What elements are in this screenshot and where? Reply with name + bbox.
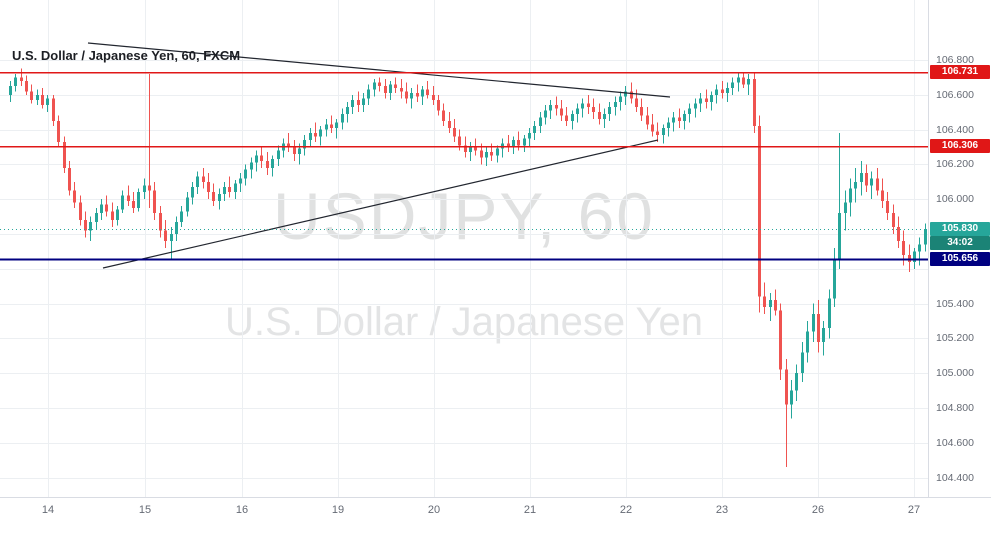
time-tick-label: 23 <box>715 504 729 516</box>
price-tick-label: 105.400 <box>936 297 974 310</box>
resistance-line-price-badge: 106.731 <box>930 65 990 80</box>
time-axis[interactable]: 14 15 16 19 20 21 22 23 26 27 <box>0 497 991 556</box>
price-tick-label: 104.600 <box>936 436 974 449</box>
time-tick-label: 19 <box>331 504 345 516</box>
bar-close-countdown-badge: 34:02 <box>930 235 990 250</box>
time-tick-label: 21 <box>523 504 537 516</box>
price-tick-label: 105.200 <box>936 332 974 345</box>
time-tick-label: 22 <box>619 504 633 516</box>
time-tick-label: 27 <box>907 504 921 516</box>
price-tick-label: 104.400 <box>936 471 974 484</box>
price-tick-label: 106.200 <box>936 158 974 171</box>
price-tick-label: 106.400 <box>936 123 974 136</box>
price-tick-label: 104.800 <box>936 401 974 414</box>
chart-legend-title: U.S. Dollar / Japanese Yen, 60, FXCM <box>12 48 241 63</box>
time-tick-label: 26 <box>811 504 825 516</box>
price-tick-label: 106.000 <box>936 193 974 206</box>
price-chart-pane[interactable]: USDJPY, 60 U.S. Dollar / Japanese Yen U.… <box>0 0 928 497</box>
support-line-price-badge: 106.306 <box>930 138 990 153</box>
price-tick-label: 105.000 <box>936 367 974 380</box>
time-tick-label: 14 <box>41 504 55 516</box>
alert-line-price-badge: 105.656 <box>930 252 990 267</box>
last-price-badge: 105.830 <box>930 221 990 236</box>
time-tick-label: 20 <box>427 504 441 516</box>
price-tick-label: 106.600 <box>936 88 974 101</box>
time-tick-label: 15 <box>138 504 152 516</box>
chart-canvas[interactable] <box>0 0 928 497</box>
time-tick-label: 16 <box>235 504 249 516</box>
price-tick-label: 106.800 <box>936 54 974 67</box>
price-axis[interactable]: 106.731 106.306 105.830 34:02 105.656 10… <box>928 0 991 497</box>
